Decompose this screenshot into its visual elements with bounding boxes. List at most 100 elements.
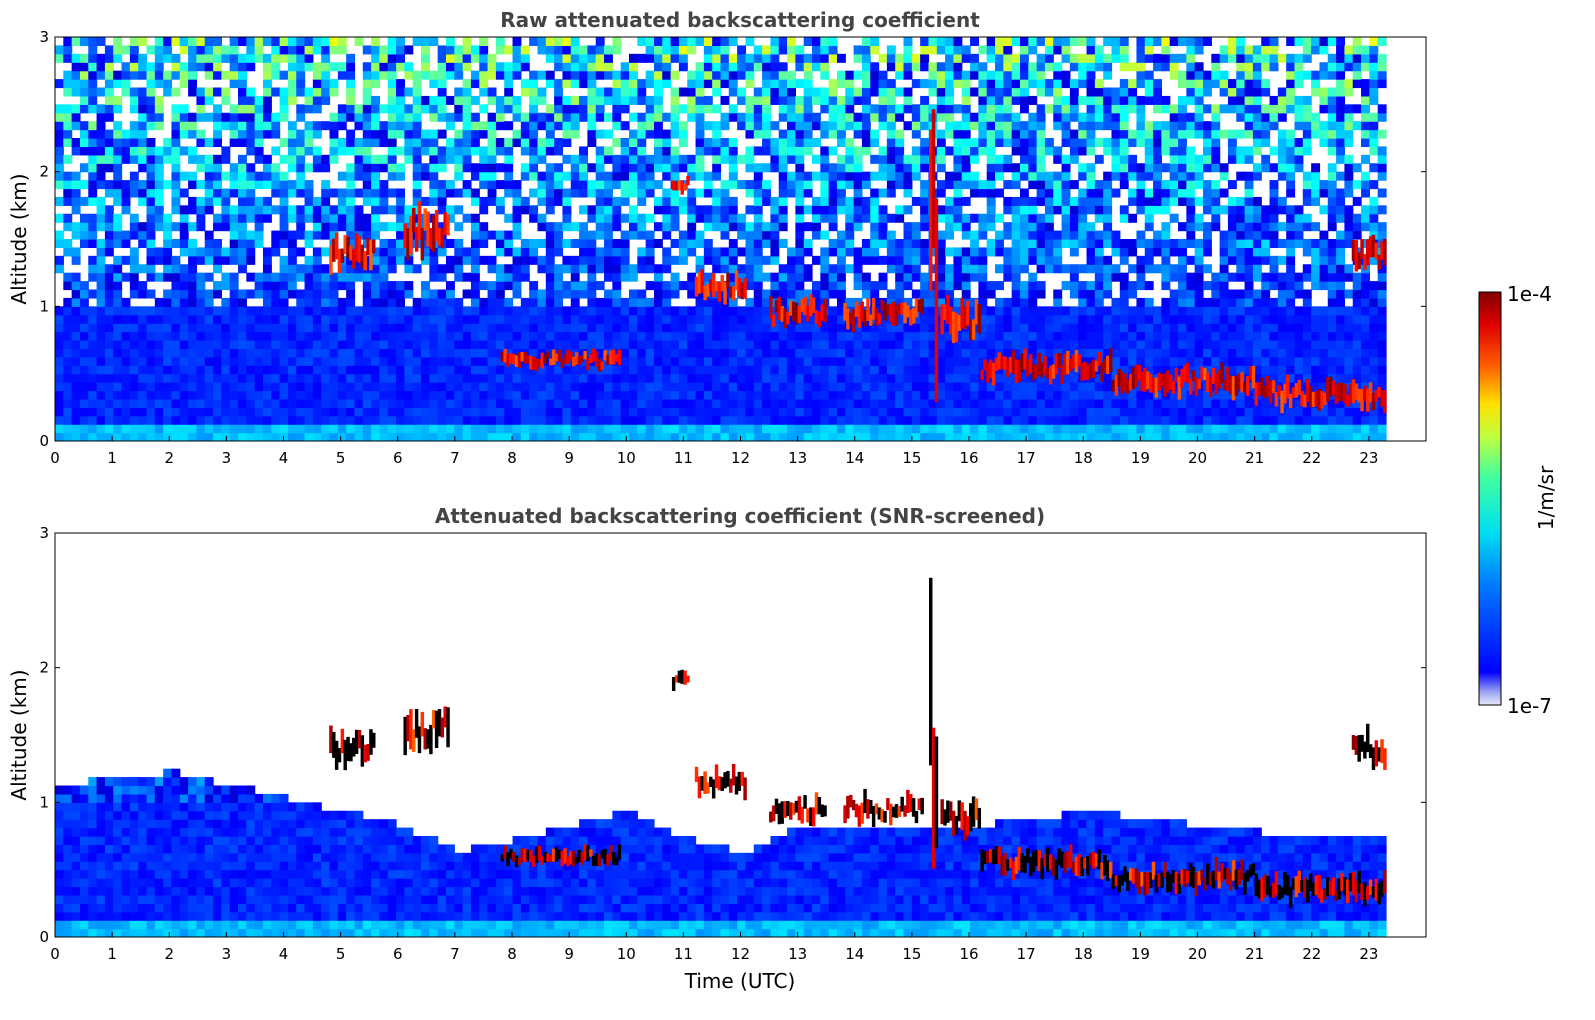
- heatmap-cell: [287, 205, 297, 215]
- heatmap-cell: [970, 390, 979, 400]
- heatmap-cell: [836, 188, 846, 198]
- heatmap-cell: [479, 37, 489, 47]
- heatmap-cell: [396, 213, 405, 223]
- heatmap-cell: [1044, 314, 1054, 324]
- heatmap-cell: [1028, 196, 1038, 206]
- heatmap-cell: [321, 53, 331, 63]
- heatmap-cell: [454, 398, 464, 408]
- heatmap-cell: [204, 95, 214, 105]
- heatmap-cell: [587, 70, 597, 80]
- heatmap-cell: [720, 323, 730, 333]
- heatmap-cell: [745, 314, 755, 324]
- heatmap-cell: [88, 45, 98, 55]
- heatmap-cell: [287, 62, 297, 72]
- heatmap-cell: [670, 188, 680, 198]
- heatmap-cell: [171, 163, 181, 173]
- heatmap-cell: [537, 331, 547, 341]
- heatmap-cell: [1019, 424, 1029, 434]
- heatmap-cell: [828, 382, 838, 392]
- heatmap-cell: [978, 230, 988, 240]
- heatmap-cell: [1078, 340, 1088, 350]
- heatmap-cell: [495, 138, 505, 148]
- heatmap-cell: [762, 104, 772, 114]
- heatmap-cell: [953, 205, 963, 215]
- heatmap-cell: [55, 112, 64, 122]
- heatmap-cell: [329, 121, 339, 131]
- heatmap-cell: [63, 79, 73, 89]
- heatmap-cell: [1069, 348, 1079, 358]
- heatmap-cell: [79, 348, 89, 358]
- heatmap-cell: [121, 196, 131, 206]
- heatmap-cell: [304, 365, 314, 375]
- heatmap-cell: [687, 340, 697, 350]
- heatmap-cell: [662, 415, 672, 425]
- heatmap-cell: [861, 53, 871, 63]
- heatmap-cell: [204, 306, 214, 316]
- heatmap-cell: [454, 348, 464, 358]
- heatmap-cell: [653, 373, 663, 383]
- heatmap-cell: [163, 70, 173, 80]
- heatmap-cell: [1061, 415, 1071, 425]
- heatmap-cell: [437, 424, 447, 434]
- heatmap-cell: [1078, 205, 1088, 215]
- heatmap-cell: [1069, 205, 1079, 215]
- heatmap-cell: [878, 331, 888, 341]
- heatmap-cell: [828, 205, 838, 215]
- heatmap-cell: [246, 373, 256, 383]
- heatmap-cell: [703, 37, 713, 47]
- heatmap-cell: [470, 382, 480, 392]
- heatmap-cell: [653, 146, 663, 156]
- heatmap-cell: [695, 121, 705, 131]
- heatmap-cell: [188, 297, 198, 307]
- heatmap-cell: [1011, 37, 1021, 47]
- heatmap-cell: [196, 95, 206, 105]
- heatmap-cell: [221, 306, 231, 316]
- heatmap-cell: [271, 188, 281, 198]
- heatmap-cell: [495, 323, 505, 333]
- heatmap-cell: [146, 424, 156, 434]
- heatmap-cell: [262, 255, 272, 265]
- heatmap-cell: [371, 222, 381, 232]
- heatmap-cell: [745, 37, 755, 47]
- heatmap-cell: [296, 138, 306, 148]
- heatmap-cell: [720, 348, 730, 358]
- heatmap-cell: [745, 112, 755, 122]
- heatmap-cell: [454, 163, 464, 173]
- heatmap-cell: [321, 62, 331, 72]
- heatmap-cell: [246, 247, 256, 257]
- heatmap-cell: [312, 213, 322, 223]
- heatmap-cell: [986, 205, 996, 215]
- heatmap-cell: [545, 331, 555, 341]
- heatmap-cell: [529, 112, 539, 122]
- heatmap-cell: [695, 348, 705, 358]
- heatmap-cell: [903, 382, 913, 392]
- heatmap-cell: [1053, 415, 1063, 425]
- heatmap-cell: [163, 365, 173, 375]
- heatmap-cell: [562, 390, 572, 400]
- heatmap-cell: [936, 297, 946, 307]
- heatmap-cell: [928, 424, 938, 434]
- heatmap-cell: [728, 415, 738, 425]
- heatmap-cell: [445, 112, 455, 122]
- heatmap-cell: [421, 382, 430, 392]
- heatmap-cell: [55, 230, 64, 240]
- heatmap-cell: [304, 53, 314, 63]
- heatmap-cell: [412, 365, 422, 375]
- heatmap-cell: [903, 222, 913, 232]
- heatmap-cell: [629, 340, 638, 350]
- heatmap-cell: [878, 188, 888, 198]
- heatmap-cell: [1053, 196, 1063, 206]
- heatmap-cell: [88, 163, 98, 173]
- heatmap-cell: [404, 323, 414, 333]
- heatmap-cell: [445, 205, 455, 215]
- heatmap-cell: [961, 432, 971, 441]
- heatmap-cell: [371, 272, 381, 282]
- heatmap-cell: [795, 390, 805, 400]
- heatmap-cell: [254, 154, 264, 164]
- heatmap-cell: [79, 239, 89, 249]
- heatmap-cell: [861, 37, 871, 47]
- heatmap-cell: [512, 230, 522, 240]
- heatmap-cell: [762, 373, 772, 383]
- heatmap-cell: [961, 154, 971, 164]
- heatmap-cell: [163, 45, 173, 55]
